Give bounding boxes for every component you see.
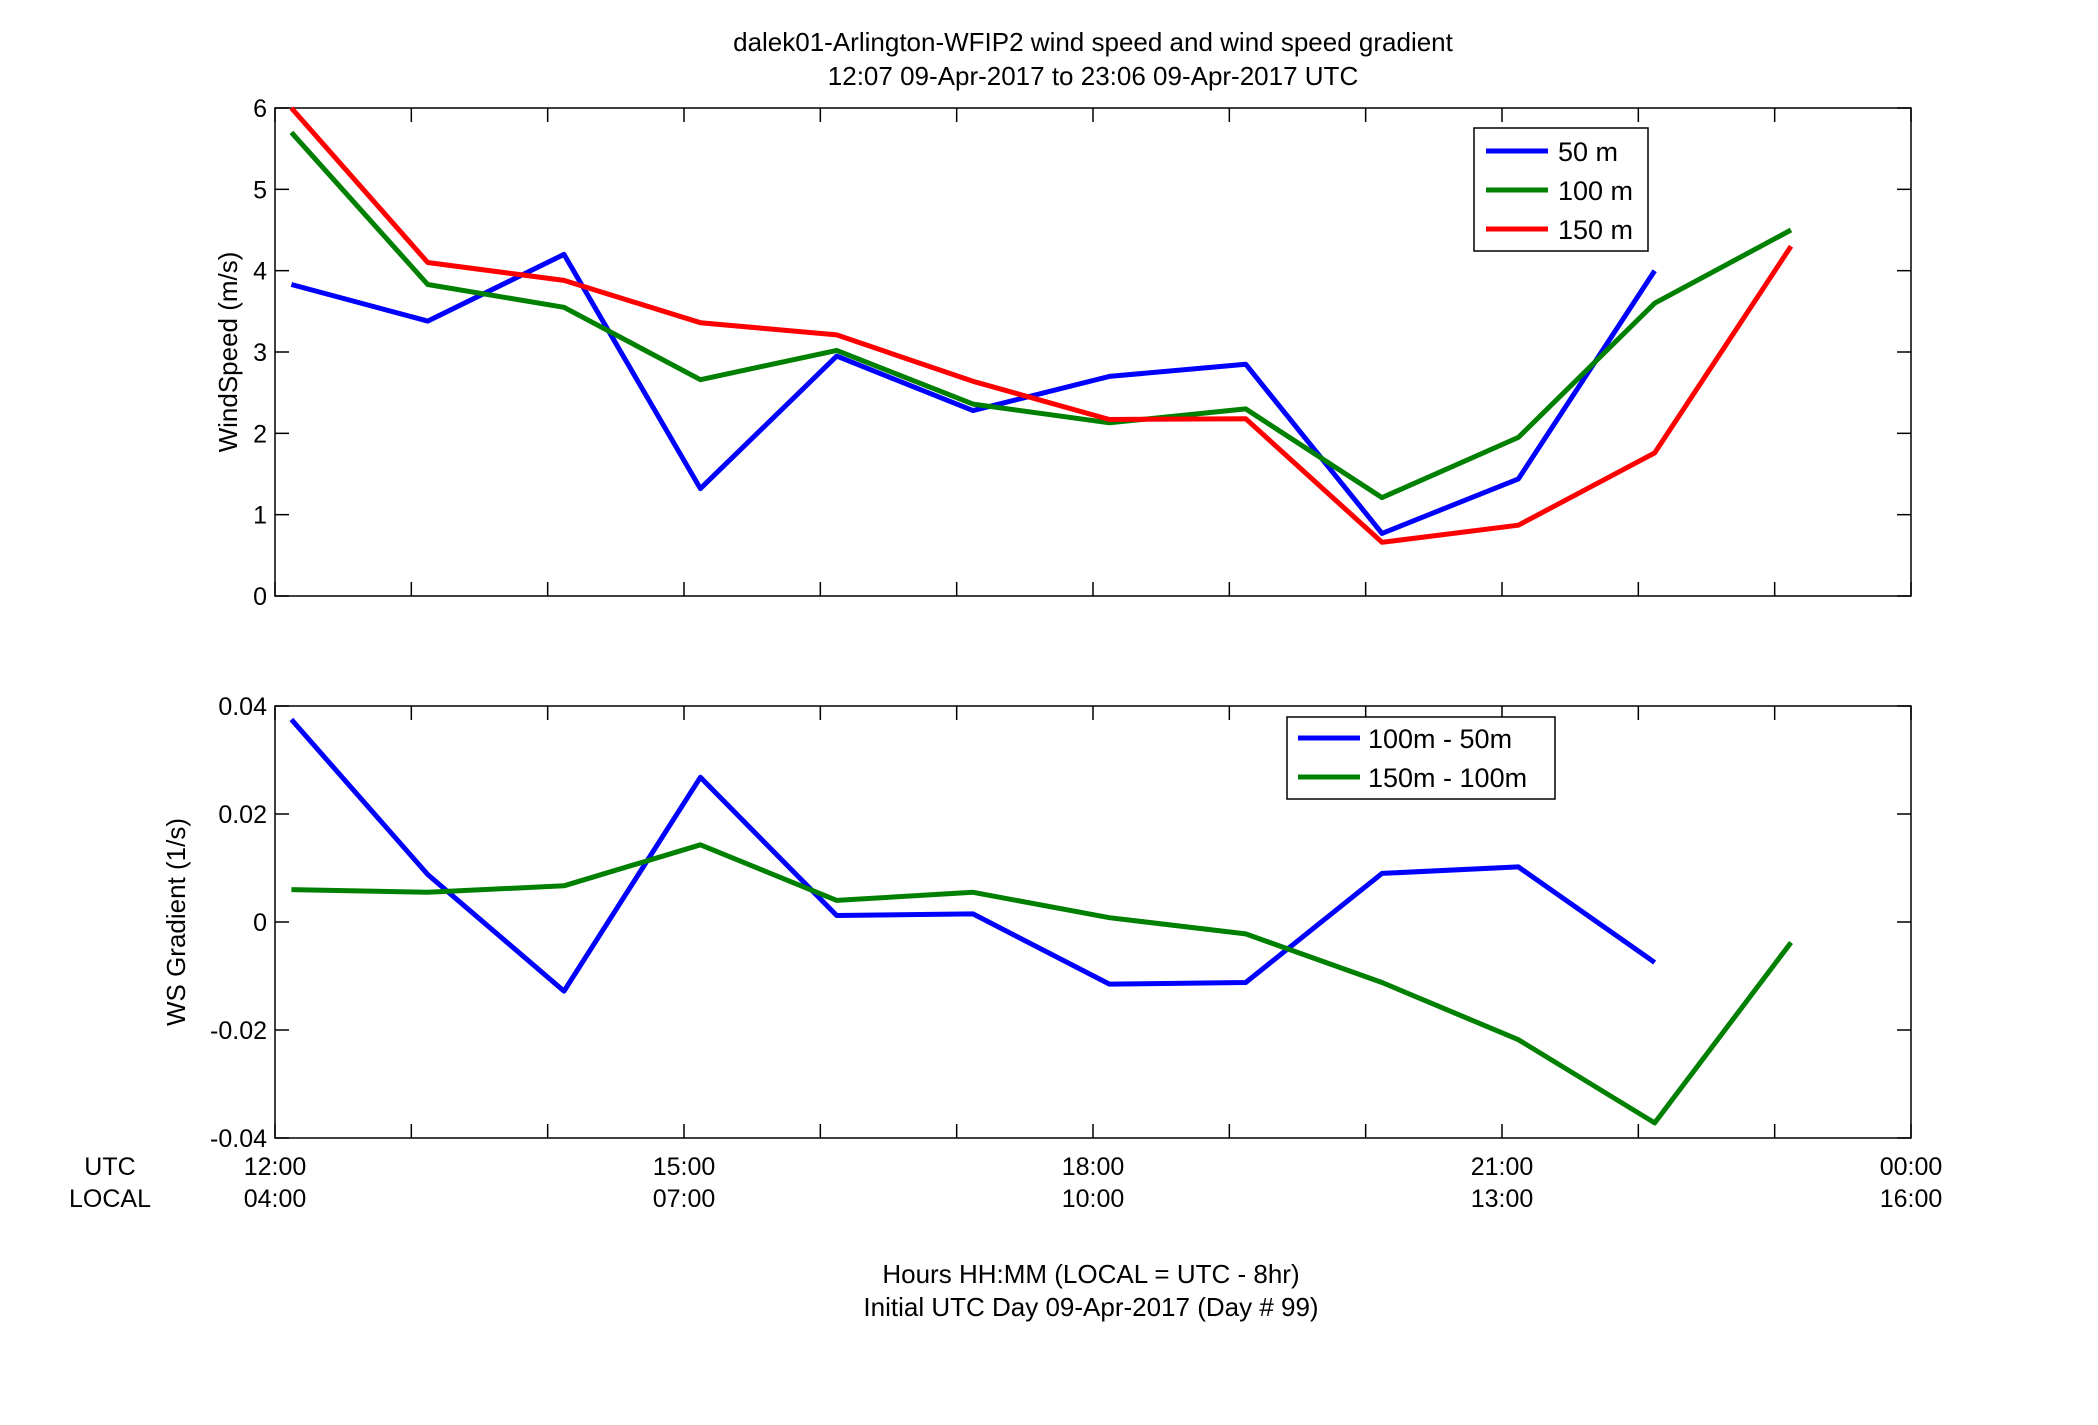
chart-title-line2: 12:07 09-Apr-2017 to 23:06 09-Apr-2017 U… [828,61,1358,91]
gradient-legend: 100m - 50m 150m - 100m [1286,716,1556,800]
windspeed-ytick-label: 2 [253,420,267,448]
xaxis-tick-labels: 12:00 04:00 15:00 07:00 18:00 10:00 21:00 13:00… [244,1153,1943,1213]
gradient-ytick-label: 0 [253,909,267,937]
xtick-label-local: 04:00 [244,1185,307,1213]
gradient-ytick-label: -0.02 [210,1017,267,1045]
gradient-ylabel: WS Gradient (1/s) [161,818,191,1026]
legend-label-100m: 100 m [1558,176,1633,206]
gradient-axes: -0.04 -0.02 0 0.02 0.04 WS Gradient (1/s) 10… [161,693,1912,1153]
xaxis-label-line2: Initial UTC Day 09-Apr-2017 (Day # 99) [863,1292,1318,1322]
gradient-ytick-label: 0.02 [218,801,267,829]
windspeed-series-line-100m [289,130,1793,501]
windspeed-ytick-label: 1 [253,502,267,530]
legend-label-100m-50m: 100m - 50m [1368,724,1512,754]
gradient-ticks: -0.04 -0.02 0 0.02 0.04 [210,693,1912,1153]
xtick-label-local: 13:00 [1471,1185,1534,1213]
windspeed-series-line-150m [289,106,1794,545]
xtick-label-utc: 18:00 [1062,1153,1125,1181]
xtick-label-utc: 21:00 [1471,1153,1534,1181]
gradient-series-line-150m-100m [291,842,1793,1126]
windspeed-ytick-label: 0 [253,583,267,611]
xaxis-row-label-local: LOCAL [69,1185,151,1213]
windspeed-ticks: 0 1 2 3 4 5 6 [253,95,1912,611]
legend-label-50m: 50 m [1558,137,1618,167]
xtick-label-utc: 00:00 [1880,1153,1943,1181]
xtick-label-local: 07:00 [653,1185,716,1213]
xtick-label-utc: 15:00 [653,1153,716,1181]
chart-title-line1: dalek01-Arlington-WFIP2 wind speed and w… [733,27,1454,57]
gradient-ytick-label: 0.04 [218,693,267,721]
windspeed-axes: 0 1 2 3 4 5 6 WindSpeed (m/s) 50 m 100 m 150 m [213,95,1912,611]
xtick-label-utc: 12:00 [244,1153,307,1181]
windspeed-plot-frame [274,107,1912,597]
windspeed-ytick-label: 6 [253,95,267,123]
gradient-series-line-100m-50m [289,717,1657,994]
gradient-ytick-label: -0.04 [210,1125,267,1153]
legend-label-150m: 150 m [1558,215,1633,245]
gradient-plot-frame [274,705,1912,1139]
legend-label-150m-100m: 150m - 100m [1368,763,1527,793]
windspeed-ytick-label: 4 [253,258,267,286]
windspeed-legend: 50 m 100 m 150 m [1473,127,1649,252]
windspeed-series-group [289,106,1794,545]
xaxis-label-line1: Hours HH:MM (LOCAL = UTC - 8hr) [882,1259,1299,1289]
windspeed-ytick-label: 5 [253,176,267,204]
xtick-label-local: 10:00 [1062,1185,1125,1213]
xtick-label-local: 16:00 [1880,1185,1943,1213]
windspeed-ylabel: WindSpeed (m/s) [213,252,243,453]
xaxis-row-label-utc: UTC [84,1153,135,1181]
windspeed-ytick-label: 3 [253,339,267,367]
gradient-legend-box [1286,716,1556,800]
gradient-series-group [289,717,1793,1126]
